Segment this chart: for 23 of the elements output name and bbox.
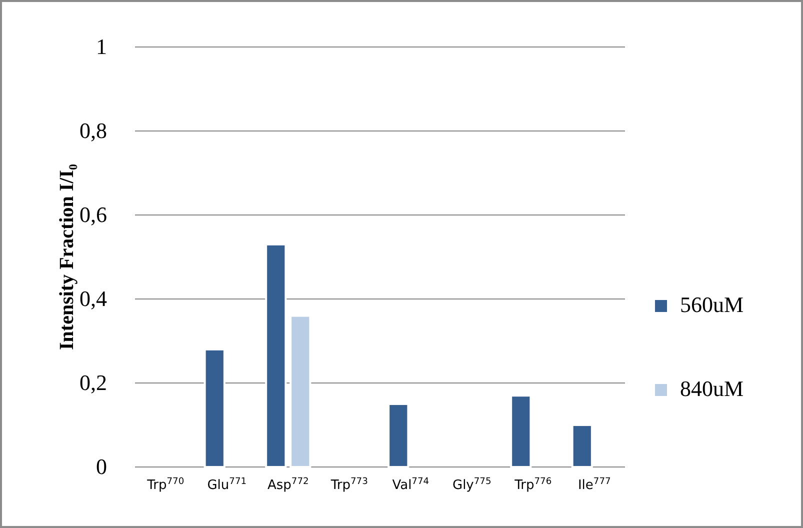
y-tick-label: 0,8 <box>80 118 107 144</box>
bar <box>571 424 593 468</box>
y-tick-label: 0,2 <box>80 370 107 396</box>
legend-label: 840uM <box>680 376 744 401</box>
y-tick-label: 0,6 <box>80 202 107 228</box>
y-tick-label: 0 <box>96 454 107 480</box>
bar <box>510 394 532 468</box>
x-tick-label: Trp$^{770}$ <box>146 477 184 493</box>
bar <box>290 314 312 468</box>
x-tick-label: Gly$^{775}$ <box>452 477 492 493</box>
bar <box>204 348 226 468</box>
x-tick-label: Ile$^{777}$ <box>578 477 611 493</box>
x-tick-label: Val$^{774}$ <box>392 477 430 493</box>
x-tick-label: Glu$^{771}$ <box>207 477 247 493</box>
bar <box>265 243 287 468</box>
y-tick-label: 0,4 <box>80 286 107 312</box>
y-tick-label: 1 <box>96 34 107 60</box>
x-tick-label: Trp$^{773}$ <box>330 477 368 493</box>
bar <box>388 403 410 468</box>
y-axis-title: Intensity Fraction I/I₀ <box>56 164 78 350</box>
x-tick-label: Trp$^{776}$ <box>514 477 552 493</box>
legend-label: 560uM <box>680 292 744 317</box>
x-tick-label: Asp$^{772}$ <box>267 477 309 493</box>
